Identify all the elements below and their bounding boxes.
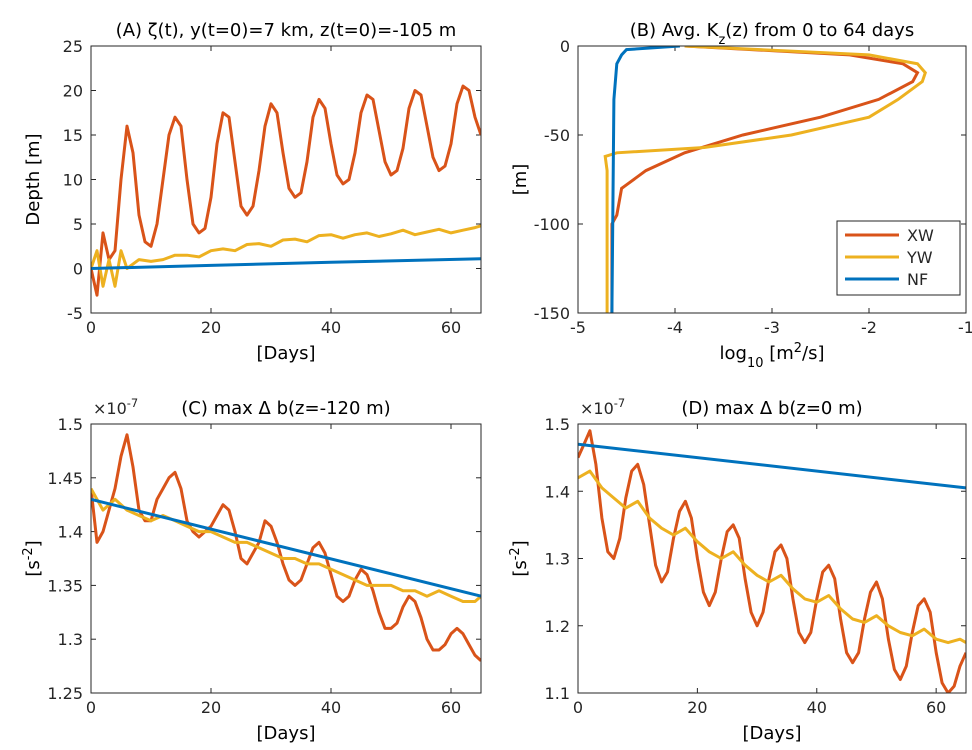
x-axis-label-part: log [720,343,747,364]
y-tick-label: 5 [73,215,83,234]
x-axis-label: [Days] [743,723,802,744]
x-axis-label: [Days] [257,343,316,364]
axis-exponent-sup: -7 [127,396,138,410]
x-axis-label: log10 [m2/s] [720,341,825,371]
y-axis-label-sup: -2 [508,547,523,560]
x-tick-label: -5 [570,318,586,337]
y-tick-label: 15 [63,126,83,145]
y-tick-label: 1.2 [545,617,570,636]
x-axis-label: [Days] [257,723,316,744]
y-axis-label-part: [s [23,560,44,576]
panel-title-part: (B) Avg. K [630,20,720,41]
y-tick-label: 1.35 [47,576,83,595]
x-tick-label: 40 [321,698,341,717]
panel-title-part: Δ [760,398,773,419]
y-tick-label: 0 [73,260,83,279]
panel-title-part: ζ(t), y(t=0)=7 km, z(t=0)=-105 m [148,20,457,41]
x-tick-label: 40 [321,318,341,337]
y-axis-label-sup: -2 [21,547,36,560]
axes-box [577,45,967,314]
panel-title-part: b(z=0 m) [772,398,862,419]
axis-exponent: ×10-7 [580,396,625,418]
y-axis-label: [m] [510,164,531,196]
x-tick-label: 60 [926,698,946,717]
panel-title: (C) max Δ b(z=-120 m) [181,398,390,419]
axes-box [577,423,967,694]
axis-exponent-sup: -7 [614,396,625,410]
x-tick-label: 20 [201,318,221,337]
axis-exponent: ×10-7 [93,396,138,418]
series-line [91,433,481,662]
y-axis-label-part: ] [23,540,44,547]
y-tick-label: 20 [63,82,83,101]
x-axis-label-part: [m [763,343,793,364]
y-axis-label-part: [s [510,560,531,576]
x-tick-label: -2 [861,318,877,337]
y-tick-label: 25 [63,37,83,56]
x-tick-label: 20 [201,698,221,717]
y-tick-label: -50 [544,126,570,145]
panel-title-part: Δ [259,398,272,419]
profile-line [603,46,927,313]
x-axis-label-sub: 10 [747,356,763,371]
series-line [91,497,481,598]
y-axis-label: [s-2] [21,540,45,576]
y-tick-label: 0 [560,37,570,56]
x-tick-label: -3 [764,318,780,337]
panel-title: (B) Avg. Kz(z) from 0 to 64 days [630,20,914,48]
y-tick-label: 10 [63,171,83,190]
panel-title-part: (D) max [681,398,760,419]
y-tick-label: 1.25 [47,684,83,703]
panel-title: (D) max Δ b(z=0 m) [681,398,862,419]
x-tick-label: 60 [441,318,461,337]
y-tick-label: 1.5 [58,415,83,434]
series-line [578,469,966,645]
panel-title-sub: z [718,33,725,48]
legend-label: XW [907,226,934,245]
series-line [91,487,481,603]
y-tick-label: 1.3 [545,550,570,569]
series-line [578,442,966,490]
x-tick-label: 0 [86,698,96,717]
y-tick-label: 1.3 [58,630,83,649]
y-tick-label: 1.1 [545,684,570,703]
series-line [91,84,481,297]
x-tick-label: -4 [667,318,683,337]
legend-label: NF [907,270,928,289]
y-axis-label-part: ] [510,540,531,547]
panel-title-part: (A) [116,20,148,41]
x-axis-label-sup: 2 [794,341,802,356]
series-line [91,257,481,270]
x-tick-label: 0 [86,318,96,337]
profile-line [610,46,681,313]
legend-label: YW [906,248,933,267]
axis-exponent-part: ×10 [93,399,127,418]
y-tick-label: 1.45 [47,469,83,488]
y-axis-label: Depth [m] [23,133,44,225]
y-tick-label: 1.5 [545,415,570,434]
axes-box [90,423,482,694]
y-axis-label: [s-2] [508,540,532,576]
axes-box [90,45,482,314]
x-axis-label-part: /s] [802,343,824,364]
panel-title-part: b(z=-120 m) [271,398,391,419]
y-tick-label: 1.4 [58,523,83,542]
panel-title-part: (C) max [181,398,258,419]
x-tick-label: 20 [687,698,707,717]
axis-exponent-part: ×10 [580,399,614,418]
y-tick-label: 1.4 [545,482,570,501]
x-tick-label: 0 [573,698,583,717]
profile-line [610,46,920,313]
x-tick-label: -1 [958,318,972,337]
panel-title-part: (z) from 0 to 64 days [725,20,914,41]
panel-title: (A) ζ(t), y(t=0)=7 km, z(t=0)=-105 m [116,20,457,41]
series-line [578,429,966,693]
y-tick-label: -100 [534,215,570,234]
y-tick-label: -150 [534,304,570,323]
x-tick-label: 60 [441,698,461,717]
x-tick-label: 40 [807,698,827,717]
y-tick-label: -5 [67,304,83,323]
